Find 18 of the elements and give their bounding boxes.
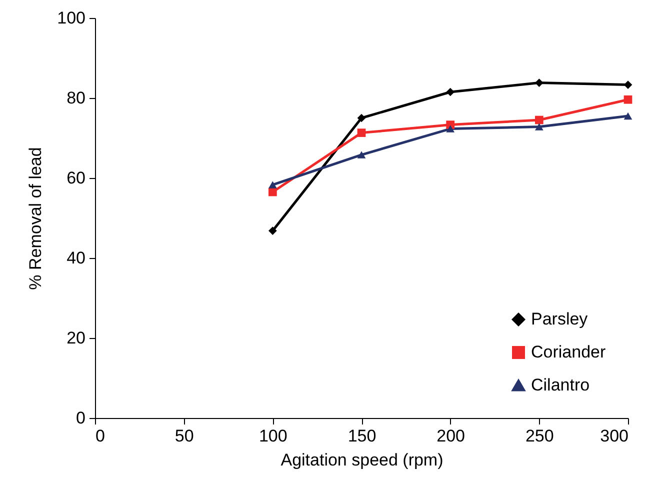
- legend-label: Coriander: [531, 342, 606, 362]
- y-tick-label: 0: [76, 408, 86, 428]
- legend-label: Parsley: [531, 310, 588, 328]
- x-tick-label: 100: [258, 426, 288, 446]
- x-tick-label: 0: [96, 426, 105, 446]
- legend-label: Cilantro: [531, 376, 590, 394]
- y-tick-label: 60: [66, 168, 86, 188]
- y-tick-label: 20: [66, 328, 86, 348]
- y-tick-label: 40: [66, 248, 86, 268]
- y-axis-title: % Removal of lead: [26, 147, 46, 290]
- x-tick-label: 250: [525, 426, 554, 446]
- x-tick-label: 200: [436, 426, 466, 446]
- x-tick-label: 50: [174, 426, 194, 446]
- y-tick-label: 100: [57, 8, 86, 28]
- x-tick-label: 300: [600, 426, 628, 446]
- x-tick-label: 150: [348, 426, 376, 446]
- y-tick-label: 80: [66, 88, 86, 108]
- x-axis-title: Agitation speed (rpm): [280, 450, 444, 470]
